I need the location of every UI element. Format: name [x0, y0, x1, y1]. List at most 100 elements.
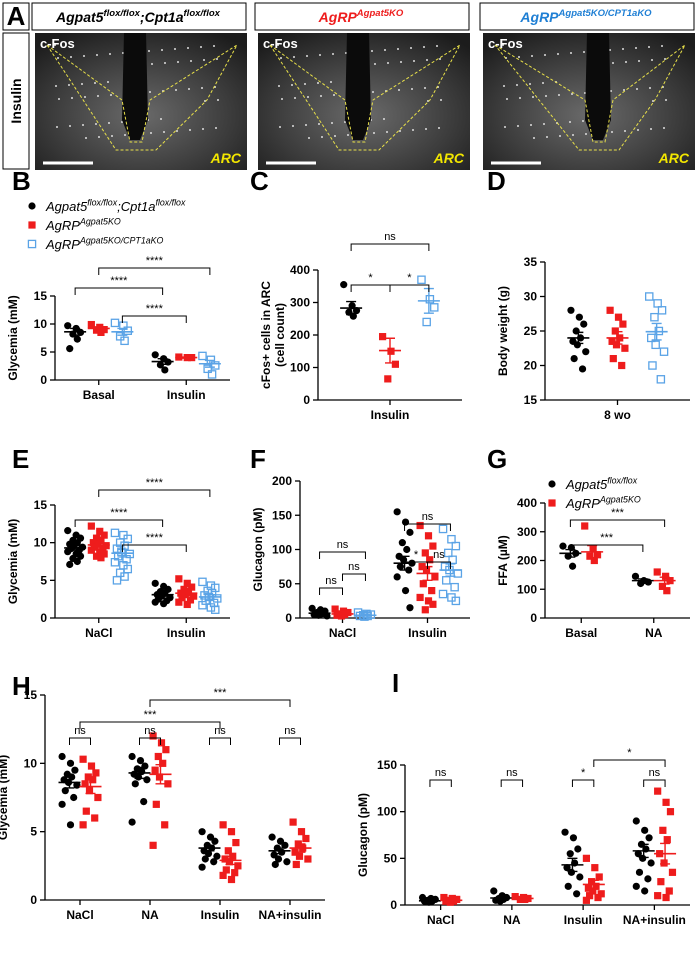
data-point [416, 521, 424, 530]
data-point [76, 552, 85, 560]
data-point [198, 828, 206, 836]
data-point [653, 568, 661, 576]
significance-label: ns [649, 767, 661, 779]
rich-text: Agpat5flox/flox;Cpt1aflox/flox [55, 8, 221, 25]
cell-dot [216, 58, 218, 60]
significance-label: ns [284, 725, 296, 737]
significance-bracket [593, 759, 666, 767]
legend-swatch [548, 480, 556, 488]
data-point [79, 755, 87, 763]
cell-dot [637, 129, 639, 131]
y-tick-label: 50 [279, 577, 293, 591]
cell-dot [532, 96, 534, 98]
cell-dot [304, 83, 306, 85]
data-point [396, 563, 404, 571]
data-point [198, 863, 206, 871]
cell-dot [400, 61, 402, 63]
data-point [292, 860, 300, 869]
data-point [206, 603, 216, 612]
cell-dot [280, 57, 282, 59]
significance-label: **** [146, 477, 164, 489]
cell-dot [612, 62, 614, 64]
error-bar [573, 331, 584, 345]
significance-label: ns [74, 725, 86, 737]
data-point [668, 868, 677, 876]
cell-dot [57, 57, 59, 59]
panel-letter-box [2, 2, 30, 31]
data-point [331, 605, 339, 613]
cell-dot [652, 100, 654, 102]
cell-dot [331, 122, 333, 124]
cell-dot [305, 124, 307, 126]
significance-label: ns [337, 539, 349, 551]
cell-dot [174, 48, 176, 50]
y-tick-label: 35 [524, 255, 538, 269]
error-bar [157, 592, 168, 597]
cell-dot [164, 62, 166, 64]
significance-label: ns [435, 767, 447, 779]
cell-dot [543, 123, 545, 125]
significance-bracket [98, 489, 211, 497]
data-point [618, 361, 626, 370]
cell-dot [572, 134, 574, 136]
cell-dot [201, 87, 203, 89]
data-point [393, 573, 401, 581]
cell-dot [636, 88, 638, 90]
y-tick-label: 15 [524, 393, 538, 407]
cell-dot [176, 130, 178, 132]
y-tick-label: 0 [303, 393, 310, 407]
data-point [422, 317, 431, 327]
significance-label: *** [600, 532, 614, 544]
y-axis-label: Glycemia (mM) [0, 755, 10, 840]
y-axis-label: Glycemia (mM) [6, 519, 20, 604]
data-point [271, 860, 279, 869]
cell-dot [665, 99, 667, 101]
cell-dot [436, 45, 438, 47]
rich-text: AgRPAgpat5KO [45, 217, 121, 233]
data-point [569, 834, 578, 842]
error-bar [117, 327, 128, 336]
cell-dot [398, 89, 400, 91]
cell-dot [319, 54, 321, 56]
data-point [140, 798, 148, 806]
cell-dot [98, 136, 100, 138]
cell-dot [56, 126, 58, 128]
cell-dot [638, 60, 640, 62]
x-tick-label: NA [503, 913, 521, 927]
data-point [588, 878, 596, 886]
superscript: flox/flox [103, 8, 140, 19]
data-point [198, 351, 207, 361]
data-point [592, 882, 600, 890]
significance-bracket [427, 561, 451, 569]
significance-bracket [79, 721, 221, 729]
image-label: c-Fos [263, 36, 298, 51]
data-point [430, 303, 439, 312]
cell-dot [438, 127, 440, 129]
cell-dot [502, 44, 504, 46]
cell-dot [83, 55, 85, 57]
arc-outline [46, 43, 239, 151]
cell-dot [517, 125, 519, 127]
data-point [511, 893, 519, 901]
cell-dot [397, 48, 399, 50]
data-point [154, 752, 162, 761]
y-tick-label: 300 [517, 525, 537, 539]
cell-dot [107, 81, 109, 83]
cell-dot [518, 56, 520, 58]
data-point [87, 546, 95, 554]
y-tick-label: 25 [524, 324, 538, 338]
third-ventricle [585, 33, 611, 140]
data-point [662, 798, 670, 806]
data-point [201, 855, 209, 863]
data-point [207, 370, 217, 379]
significance-label: ns [433, 549, 445, 561]
data-point [221, 855, 229, 863]
cell-dot [188, 88, 190, 90]
data-point [87, 320, 95, 329]
cell-dot [215, 127, 217, 129]
cell-dot [281, 98, 283, 100]
data-point [162, 746, 170, 754]
x-tick-label: NaCl [85, 626, 112, 640]
cell-dot [584, 92, 586, 94]
data-point [641, 887, 649, 895]
